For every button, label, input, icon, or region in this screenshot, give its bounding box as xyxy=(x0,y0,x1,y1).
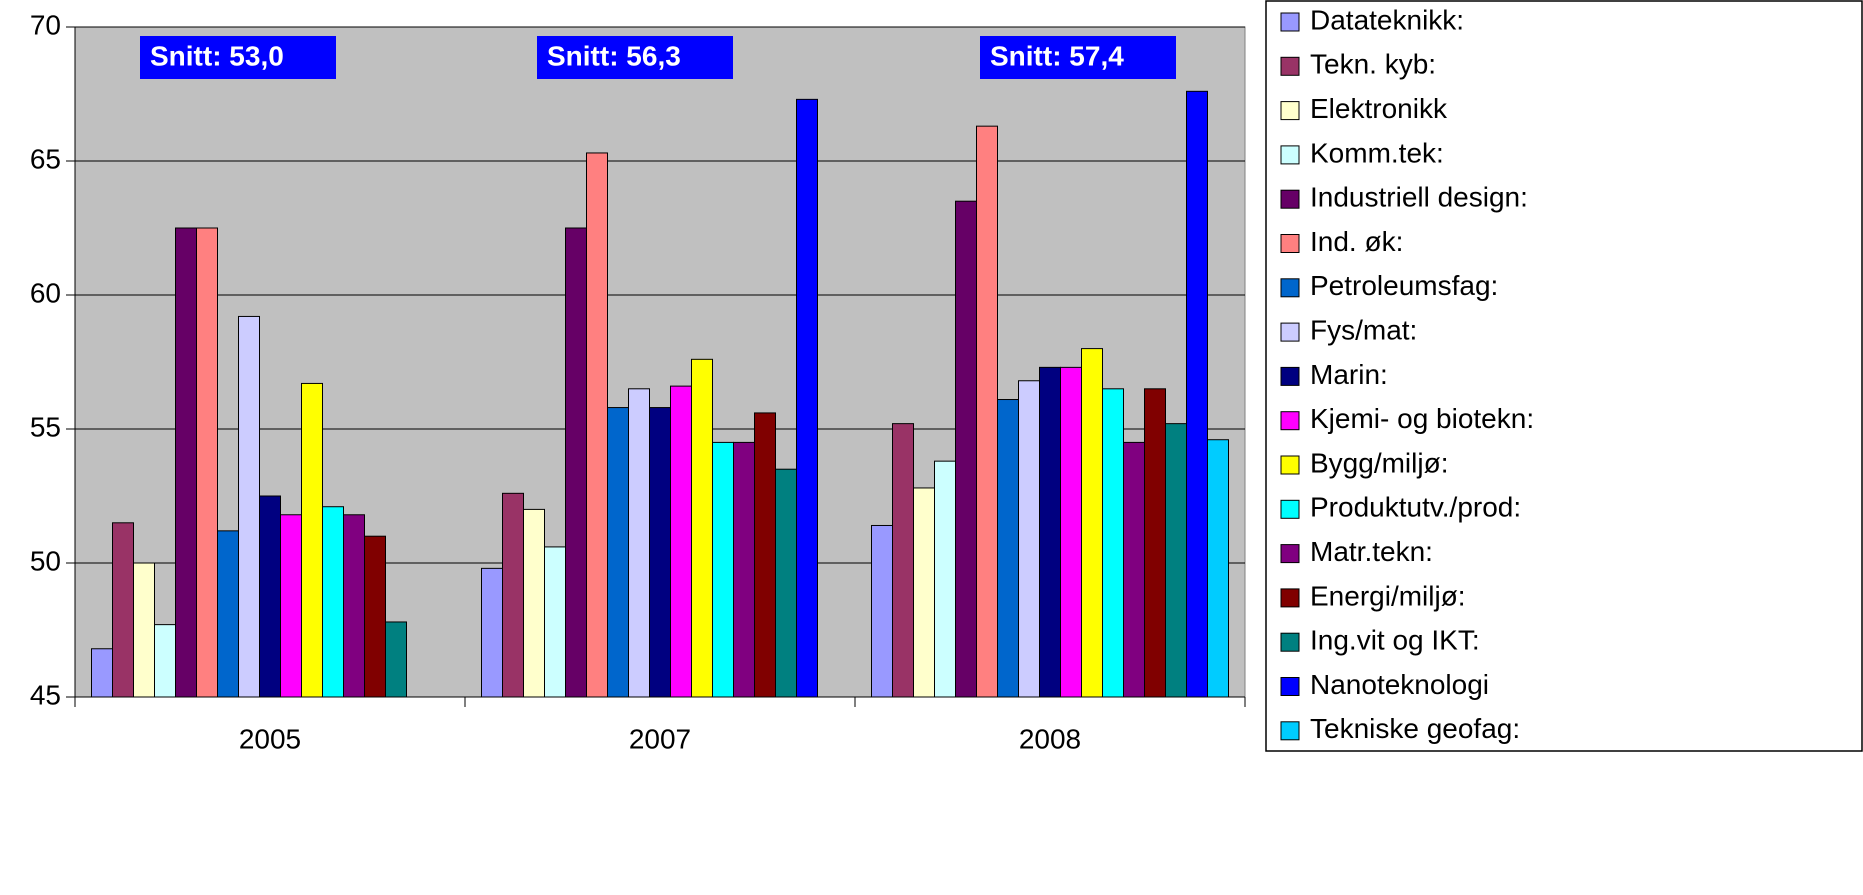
bar xyxy=(217,530,239,698)
bar xyxy=(175,227,197,698)
x-tick-label: 2007 xyxy=(629,723,691,754)
bar xyxy=(322,506,344,698)
bar xyxy=(913,487,935,698)
annotation-box xyxy=(537,36,733,79)
y-tick-label: 55 xyxy=(30,411,61,442)
bar xyxy=(259,495,281,698)
bar xyxy=(1186,90,1208,698)
legend-label: Ing.vit og IKT: xyxy=(1310,625,1480,656)
legend-swatch xyxy=(1280,234,1300,253)
bar xyxy=(754,412,776,698)
legend-label: Marin: xyxy=(1310,359,1388,390)
annotation: Snitt: 57,4 xyxy=(990,40,1124,71)
bar xyxy=(997,399,1019,698)
bar xyxy=(502,492,524,698)
bar xyxy=(775,468,797,698)
legend-label: Kjemi- og biotekn: xyxy=(1310,403,1534,434)
legend-swatch xyxy=(1280,411,1300,431)
bar xyxy=(796,98,818,698)
bar xyxy=(955,200,977,698)
bar xyxy=(565,227,587,698)
legend-label: Industriell design: xyxy=(1310,182,1528,213)
x-tick-label: 2008 xyxy=(1019,723,1081,754)
bar xyxy=(1060,366,1082,698)
legend-label: Datateknikk: xyxy=(1310,4,1464,35)
bar xyxy=(133,562,155,698)
legend-label: Bygg/miljø: xyxy=(1310,447,1448,478)
annotation: Snitt: 53,0 xyxy=(150,40,284,71)
bar xyxy=(154,624,176,698)
bar xyxy=(1123,441,1145,698)
bar xyxy=(196,227,218,698)
legend-swatch xyxy=(1280,12,1300,32)
bar xyxy=(871,524,893,698)
legend-label: Energi/miljø: xyxy=(1310,580,1466,611)
bar xyxy=(586,152,608,698)
annotation: Snitt: 56,3 xyxy=(547,40,681,71)
bar xyxy=(385,621,407,698)
bar xyxy=(892,423,914,698)
legend-swatch xyxy=(1280,101,1300,121)
legend-swatch xyxy=(1280,588,1300,608)
bar xyxy=(544,546,566,698)
legend-swatch xyxy=(1280,189,1300,209)
bar xyxy=(691,358,713,698)
bar xyxy=(976,125,998,698)
bar xyxy=(481,567,503,698)
bar xyxy=(1018,380,1040,698)
bar xyxy=(238,315,260,698)
bar xyxy=(733,441,755,698)
legend-label: Ind. øk: xyxy=(1310,226,1403,257)
y-tick-label: 50 xyxy=(30,545,61,576)
y-tick-label: 60 xyxy=(30,277,61,308)
bar xyxy=(670,385,692,698)
legend-swatch xyxy=(1280,322,1300,342)
bar xyxy=(1144,388,1166,698)
x-tick-label: 2005 xyxy=(239,723,301,754)
legend-label: Petroleumsfag: xyxy=(1310,270,1498,301)
legend-swatch xyxy=(1280,544,1300,564)
annotation-box xyxy=(980,36,1176,79)
legend-label: Nanoteknologi xyxy=(1310,669,1489,700)
legend-swatch xyxy=(1280,278,1300,298)
legend-swatch xyxy=(1280,632,1300,652)
bar xyxy=(343,514,365,698)
legend-label: Tekn. kyb: xyxy=(1310,49,1436,80)
y-tick-label: 65 xyxy=(30,143,61,174)
bar xyxy=(1039,366,1061,698)
annotation-box xyxy=(140,36,336,79)
y-tick-label: 45 xyxy=(30,679,61,710)
bar xyxy=(1081,348,1103,698)
legend-label: Elektronikk xyxy=(1310,93,1448,124)
bar xyxy=(649,407,671,698)
bar xyxy=(112,522,134,698)
legend-label: Tekniske geofag: xyxy=(1310,713,1520,744)
bar xyxy=(628,388,650,698)
bar xyxy=(280,514,302,698)
legend-swatch xyxy=(1280,145,1300,165)
y-tick-label: 70 xyxy=(30,9,61,40)
legend-label: Fys/mat: xyxy=(1310,314,1417,345)
legend-swatch xyxy=(1280,499,1300,519)
bar xyxy=(1165,423,1187,698)
legend-swatch xyxy=(1280,455,1300,475)
bar xyxy=(523,508,545,698)
legend-label: Produktutv./prod: xyxy=(1310,492,1521,523)
legend-box xyxy=(1265,0,1863,752)
legend-swatch xyxy=(1280,56,1300,76)
bar xyxy=(301,382,323,698)
legend-label: Komm.tek: xyxy=(1310,137,1444,168)
bar xyxy=(607,407,629,698)
bar xyxy=(934,460,956,698)
legend-swatch xyxy=(1280,677,1300,696)
legend-swatch xyxy=(1280,721,1300,741)
legend-label: Matr.tekn: xyxy=(1310,536,1433,567)
bar xyxy=(1207,439,1229,698)
legend-swatch xyxy=(1280,366,1300,386)
bar xyxy=(1102,388,1124,698)
bar xyxy=(364,535,386,698)
bar xyxy=(91,648,113,698)
bar xyxy=(712,441,734,698)
